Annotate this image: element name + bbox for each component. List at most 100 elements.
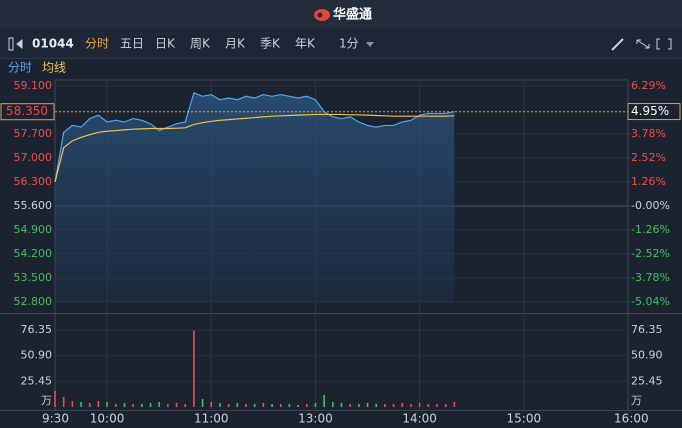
timeframe-tab[interactable]: 年K xyxy=(295,37,316,51)
volume-bar xyxy=(384,403,386,407)
volume-bar xyxy=(410,403,412,407)
y2-tick-label: -2.52% xyxy=(631,247,670,260)
volume-bar xyxy=(262,402,265,407)
volume-bar xyxy=(297,404,299,407)
volume-bar xyxy=(314,402,317,407)
dropdown-arrow[interactable] xyxy=(366,42,374,47)
volume-bar xyxy=(132,403,134,407)
timeframe-tab[interactable]: 月K xyxy=(225,37,246,51)
volume-bar xyxy=(253,403,256,407)
x-tick-label: 14:00 xyxy=(402,412,437,426)
volume-bar xyxy=(366,402,369,407)
y2-tick-label: 1.26% xyxy=(631,175,666,188)
volume-bar xyxy=(149,402,152,407)
volume-bar xyxy=(323,394,325,407)
volume-bar xyxy=(401,402,404,407)
volume-bar xyxy=(88,402,91,407)
y2-tick-label: 3.78% xyxy=(631,127,666,140)
volume-bar xyxy=(193,330,195,407)
logo xyxy=(314,9,330,21)
volume-bar xyxy=(80,401,82,407)
volume-bar xyxy=(184,403,187,407)
x-tick-label: 16:00 xyxy=(614,412,649,426)
volume-bar xyxy=(114,403,117,407)
volume-bar xyxy=(236,402,239,407)
timeframe-tab[interactable]: 季K xyxy=(260,37,281,51)
y-tick-label: 55.600 xyxy=(14,199,53,212)
volume-bar xyxy=(305,403,308,407)
volume-bar xyxy=(123,402,126,407)
volume-bar xyxy=(444,403,447,407)
volume-bar xyxy=(210,401,213,407)
x-tick-label: 13:00 xyxy=(298,412,333,426)
volume-unit: 万 xyxy=(41,394,52,407)
y2-tick-label: 2.52% xyxy=(631,151,666,164)
y-tick-label: 57.700 xyxy=(14,127,53,140)
y-tick-label: 59.100 xyxy=(14,79,53,92)
series-line xyxy=(54,92,455,183)
draw-icon[interactable] xyxy=(611,38,624,51)
y2-tick-label: 6.29% xyxy=(631,79,666,92)
volume-bar xyxy=(106,401,108,407)
symbol: 01044 xyxy=(32,37,74,51)
volume-bar xyxy=(427,403,430,407)
last-price-label: 58.350 xyxy=(6,104,48,118)
volume-bar xyxy=(201,398,204,407)
y2-tick-label: -1.26% xyxy=(631,223,670,236)
volume-tick-label: 25.45 xyxy=(631,374,663,387)
x-tick-label: 11:00 xyxy=(194,412,229,426)
timeframe-tab[interactable]: 日K xyxy=(155,37,176,51)
volume-bar xyxy=(54,390,56,407)
timeframe-tab[interactable]: 五日 xyxy=(120,37,144,51)
x-tick-label: 15:00 xyxy=(507,412,542,426)
volume-unit: 万 xyxy=(631,394,642,407)
volume-bar xyxy=(279,403,282,407)
volume-bar xyxy=(349,403,351,407)
volume-bar xyxy=(167,403,169,407)
volume-bar xyxy=(436,403,438,407)
timeframe-tab[interactable]: 周K xyxy=(190,37,211,51)
header-bar xyxy=(0,0,682,29)
volume-bar xyxy=(245,403,247,407)
toolbar xyxy=(0,30,682,58)
last-change-box xyxy=(627,103,681,121)
y-tick-label: 57.000 xyxy=(14,151,53,164)
volume-bar xyxy=(141,403,143,407)
y-tick-label: 54.200 xyxy=(14,247,53,260)
volume-bar xyxy=(158,401,160,407)
last-price-box xyxy=(0,103,55,121)
volume-bar xyxy=(375,403,378,407)
interval-select[interactable]: 1分 xyxy=(339,37,359,51)
series-line xyxy=(54,113,455,183)
volume-tick-label: 76.35 xyxy=(21,323,53,336)
price-area xyxy=(55,92,455,302)
volume-tick-label: 50.90 xyxy=(21,349,53,362)
volume-bar xyxy=(358,403,360,407)
volume-bar xyxy=(392,403,395,407)
volume-tick-label: 50.90 xyxy=(631,349,663,362)
expand-icon[interactable] xyxy=(636,39,650,49)
panel-toggle-icon[interactable] xyxy=(8,37,23,51)
y2-tick-label: -5.04% xyxy=(631,295,670,308)
y2-tick-label: -0.00% xyxy=(631,199,670,212)
y2-tick-label: -3.78% xyxy=(631,271,670,284)
volume-bar xyxy=(332,401,334,407)
legend-entry: 均线 xyxy=(42,61,66,75)
x-tick-label: 10:00 xyxy=(90,412,125,426)
volume-bar xyxy=(175,402,178,407)
volume-bar xyxy=(62,396,65,407)
volume-bar xyxy=(97,400,100,407)
fullscreen-icon[interactable] xyxy=(656,38,672,50)
header-title: 华盛通 xyxy=(333,7,372,23)
volume-bar xyxy=(288,403,291,407)
volume-bar xyxy=(418,402,421,407)
volume-tick-label: 25.45 xyxy=(21,374,53,387)
y-tick-label: 53.500 xyxy=(14,271,53,284)
y-tick-label: 54.900 xyxy=(14,223,53,236)
volume-bar xyxy=(271,403,273,407)
timeframe-tab[interactable]: 分时 xyxy=(85,37,109,51)
x-tick-label: 9:30 xyxy=(42,412,69,426)
legend-entry: 分时 xyxy=(8,61,32,75)
